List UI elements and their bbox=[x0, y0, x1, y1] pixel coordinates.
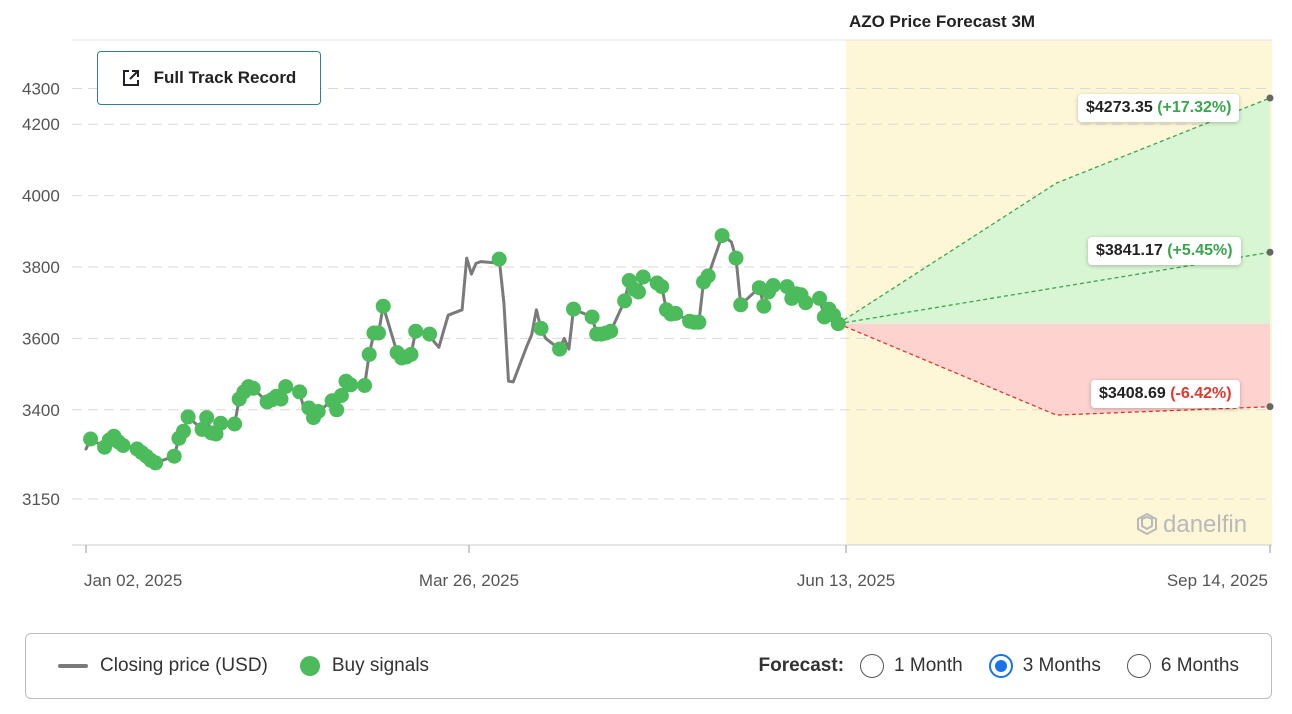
buy-signal-dot bbox=[812, 290, 828, 306]
y-tick-label: 3150 bbox=[22, 490, 60, 509]
buy-signal-dot bbox=[798, 295, 814, 311]
buy-signal-dot bbox=[329, 402, 345, 418]
buy-signal-dot bbox=[375, 298, 391, 314]
full-track-record-label: Full Track Record bbox=[153, 68, 297, 87]
buy-signal-dot bbox=[631, 284, 646, 300]
forecast-title: AZO Price Forecast 3M bbox=[849, 12, 1035, 31]
buy-signal-dot bbox=[278, 379, 294, 395]
forecast-option-label: 3 Months bbox=[1022, 655, 1101, 676]
danelfin-logo-icon bbox=[1137, 512, 1157, 536]
buy-signal-dot bbox=[199, 410, 215, 426]
forecast-label-low: $3408.69 (-6.42%) bbox=[1091, 380, 1240, 408]
buy-signal-dot bbox=[584, 309, 600, 325]
y-tick-label: 3600 bbox=[22, 329, 60, 348]
buy-signal-dot bbox=[714, 228, 730, 244]
x-tick-label: Mar 26, 2025 bbox=[419, 571, 519, 590]
forecast-label: Forecast: bbox=[758, 655, 845, 676]
buy-signal-dot bbox=[408, 323, 424, 339]
buy-signal-dot bbox=[371, 325, 386, 341]
closing-price-swatch bbox=[58, 664, 88, 668]
forecast-option-label: 6 Months bbox=[1160, 655, 1239, 676]
external-link-icon bbox=[122, 70, 139, 86]
buy-signal-dot bbox=[635, 269, 651, 285]
forecast-mid-price: $3841.17 bbox=[1096, 242, 1163, 259]
buy-signal-dot bbox=[180, 409, 196, 425]
watermark: danelfin bbox=[1163, 511, 1247, 538]
danelfin-logo: danelfin bbox=[1137, 511, 1247, 538]
radio-1-month[interactable] bbox=[860, 654, 885, 678]
buy-signal-dot bbox=[422, 326, 438, 342]
y-tick-label: 4000 bbox=[22, 187, 60, 206]
buy-signal-dot bbox=[343, 377, 359, 393]
buy-signal-dot bbox=[700, 268, 716, 284]
forecast-label-mid: $3841.17 (+5.45%) bbox=[1088, 237, 1241, 265]
buy-signal-dot bbox=[668, 305, 684, 321]
buy-signal-dot bbox=[273, 391, 289, 407]
forecast-label-high: $4273.35 (+17.32%) bbox=[1078, 94, 1240, 122]
radio-6-months[interactable] bbox=[1126, 654, 1151, 678]
forecast-mid-change: (+5.45%) bbox=[1167, 242, 1233, 259]
buy-signal-dot bbox=[603, 323, 619, 339]
x-tick-label: Jun 13, 2025 bbox=[797, 571, 895, 590]
closing-price-label: Closing price (USD) bbox=[100, 655, 268, 676]
buy-signal-dot bbox=[756, 298, 772, 314]
forecast-low-end bbox=[1266, 403, 1274, 411]
buy-signal-dot bbox=[333, 388, 349, 403]
buy-signal-dot bbox=[83, 431, 99, 447]
buy-signal-swatch bbox=[299, 656, 320, 676]
buy-signal-dot bbox=[361, 346, 377, 362]
forecast-high-price: $4273.35 bbox=[1086, 99, 1153, 116]
y-tick-label: 4200 bbox=[22, 115, 60, 134]
forecast-high-end bbox=[1266, 94, 1274, 102]
buy-signals-label: Buy signals bbox=[331, 655, 430, 676]
forecast-low-line bbox=[837, 323, 1271, 416]
buy-signal-dot bbox=[830, 316, 846, 332]
y-tick-label: 3800 bbox=[22, 258, 60, 277]
buy-signal-dot bbox=[691, 314, 707, 330]
buy-signal-dot bbox=[115, 438, 131, 453]
buy-signal-dot bbox=[357, 378, 373, 393]
buy-signal-dot bbox=[148, 455, 164, 471]
buy-signal-dot bbox=[733, 297, 749, 313]
buy-signal-dot bbox=[403, 346, 419, 362]
buy-signal-dot bbox=[765, 278, 781, 293]
buy-signal-dot bbox=[491, 251, 507, 267]
buy-signal-dot bbox=[176, 423, 191, 439]
buy-signal-dot bbox=[617, 293, 633, 309]
buy-signal-dot bbox=[533, 320, 549, 336]
forecast-option-1-month[interactable]: 1 Month bbox=[860, 654, 963, 678]
x-tick-label: Jan 02, 2025 bbox=[84, 571, 182, 590]
buy-signal-dot bbox=[166, 448, 182, 464]
buy-signal-dot bbox=[566, 301, 581, 317]
forecast-mid-end bbox=[1266, 248, 1274, 256]
upside-area bbox=[838, 98, 1270, 324]
buy-signal-dot bbox=[292, 384, 308, 400]
buy-signal-dot bbox=[728, 250, 744, 266]
chart-legend: Closing price (USD) Buy signals Forecast… bbox=[25, 633, 1272, 699]
forecast-low-change: (-6.42%) bbox=[1170, 385, 1232, 402]
y-tick-label: 3400 bbox=[22, 401, 60, 420]
forecast-low-price: $3408.69 bbox=[1099, 385, 1166, 402]
buy-signal-dot bbox=[552, 341, 568, 357]
buy-signal-dot bbox=[310, 404, 326, 419]
y-tick-label: 4300 bbox=[22, 80, 60, 99]
forecast-high-line bbox=[837, 97, 1271, 325]
forecast-option-3-months[interactable]: 3 Months bbox=[988, 654, 1101, 678]
buy-signal-dot bbox=[245, 380, 261, 396]
radio-3-months[interactable] bbox=[988, 654, 1013, 678]
buy-signal-dot bbox=[654, 279, 670, 295]
forecast-option-label: 1 Month bbox=[894, 655, 963, 676]
x-tick-label: Sep 14, 2025 bbox=[1167, 571, 1268, 590]
forecast-option-6-months[interactable]: 6 Months bbox=[1126, 654, 1239, 678]
buy-signal-dot bbox=[227, 416, 243, 432]
buy-signal-dot bbox=[213, 415, 229, 431]
full-track-record-button[interactable]: Full Track Record bbox=[97, 51, 321, 105]
forecast-high-change: (+17.32%) bbox=[1157, 99, 1232, 116]
